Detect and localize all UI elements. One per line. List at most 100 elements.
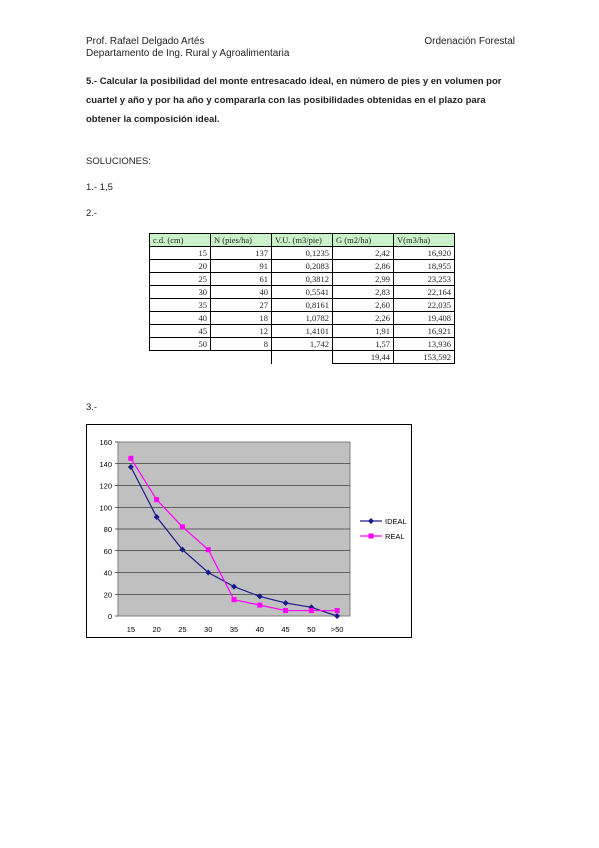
data-point <box>283 608 289 614</box>
data-point <box>308 608 314 614</box>
y-tick-label: 20 <box>104 590 112 599</box>
data-point <box>334 608 340 614</box>
y-tick-label: 80 <box>104 525 112 534</box>
diameter-distribution-chart: 0 20 40 60 80 100 120 140 160 15 20 25 30 35 40 45 50 >50… <box>86 424 412 638</box>
table-cell: 0,1235 <box>271 246 333 260</box>
total-v: 153,592 <box>393 350 455 364</box>
y-tick-label: 140 <box>99 460 112 469</box>
table-row: 30 40 0,5541 2,83 22,164 <box>149 285 455 299</box>
table-cell: 1,57 <box>332 337 394 351</box>
legend-marker <box>368 518 374 524</box>
table-row: 35 27 0,8161 2,60 22,035 <box>149 298 455 312</box>
data-point <box>179 546 186 553</box>
legend-marker <box>368 533 374 539</box>
table-cell: 40 <box>149 311 211 325</box>
data-point <box>128 455 134 461</box>
table-cell: 22,035 <box>393 298 455 312</box>
x-tick-label: >50 <box>331 625 344 634</box>
x-tick-label: 15 <box>127 625 135 634</box>
table-cell: 0,2083 <box>271 259 333 273</box>
data-point <box>205 547 211 553</box>
col-header: V.U. (m3/pie) <box>271 233 333 247</box>
table-cell: 45 <box>149 324 211 338</box>
table-cell: 1,742 <box>271 337 333 351</box>
table-cell: 91 <box>210 259 272 273</box>
y-tick-label: 60 <box>104 547 112 556</box>
x-tick-label: 30 <box>204 625 212 634</box>
y-tick-label: 120 <box>99 482 112 491</box>
table-cell: 0,5541 <box>271 285 333 299</box>
table-cell: 25 <box>149 272 211 286</box>
col-header: G (m2/ha) <box>332 233 394 247</box>
question-text: 5.- Calcular la posibilidad del monte en… <box>86 76 502 125</box>
table-cell: 35 <box>149 298 211 312</box>
x-tick-label: 50 <box>307 625 315 634</box>
data-point <box>282 599 289 606</box>
y-tick-label: 160 <box>99 438 112 447</box>
data-point <box>205 569 212 576</box>
x-tick-label: 35 <box>230 625 238 634</box>
table-cell: 27 <box>210 298 272 312</box>
table-row: 40 18 1,0782 2,26 19,408 <box>149 311 455 325</box>
table-row: 20 91 0,2083 2,86 18,955 <box>149 259 455 273</box>
data-point <box>257 602 263 608</box>
y-tick-label: 40 <box>104 569 112 578</box>
author-name: Prof. Rafael Delgado Artés <box>86 36 205 47</box>
table-cell: 18,955 <box>393 259 455 273</box>
totals-row: 19,44 153,592 <box>150 350 455 364</box>
data-point <box>153 514 160 521</box>
page-header-left: Prof. Rafael Delgado Artés Departamento … <box>86 36 289 60</box>
col-header: c.d. (cm) <box>149 233 211 247</box>
table-cell: 1,4101 <box>271 324 333 338</box>
table-cell: 15 <box>149 246 211 260</box>
y-tick-label: 100 <box>99 503 112 512</box>
data-point <box>231 583 237 590</box>
table-cell: 2,60 <box>332 298 394 312</box>
answer-2-label: 2.- <box>86 208 98 219</box>
table-cell: 137 <box>210 246 272 260</box>
table-cell: 2,99 <box>332 272 394 286</box>
table-cell: 18 <box>210 311 272 325</box>
data-point <box>256 593 263 600</box>
x-tick-label: 25 <box>178 625 186 634</box>
table-cell: 22,164 <box>393 285 455 299</box>
col-header: V(m3/ha) <box>393 233 455 247</box>
table-cell: 0,3812 <box>271 272 333 286</box>
x-tick-label: 40 <box>256 625 264 634</box>
table-row: 45 12 1,4101 1,91 16,921 <box>149 324 455 338</box>
table-cell: 16,920 <box>393 246 455 260</box>
col-header: N (pies/ha) <box>210 233 272 247</box>
table-cell: 1,91 <box>332 324 394 338</box>
data-point <box>231 597 237 603</box>
table-cell: 13,936 <box>393 337 455 351</box>
table-row: 50 8 1,742 1,57 13,936 <box>149 337 455 351</box>
table-cell: 61 <box>210 272 272 286</box>
total-g: 19,44 <box>332 350 394 364</box>
data-point <box>154 497 160 503</box>
table-cell: 2,26 <box>332 311 394 325</box>
x-tick-label: 20 <box>152 625 160 634</box>
table-cell: 23,253 <box>393 272 455 286</box>
table-cell: 12 <box>210 324 272 338</box>
table-cell: 50 <box>149 337 211 351</box>
table-cell: 40 <box>210 285 272 299</box>
table-cell: 20 <box>149 259 211 273</box>
x-tick-label: 45 <box>281 625 289 634</box>
table-cell: 2,86 <box>332 259 394 273</box>
empty-cell <box>150 351 211 364</box>
table-cell: 16,921 <box>393 324 455 338</box>
table-cell: 30 <box>149 285 211 299</box>
table-cell: 0,8161 <box>271 298 333 312</box>
table-cell: 2,42 <box>332 246 394 260</box>
answer-3-label: 3.- <box>86 402 98 413</box>
data-point <box>127 464 134 471</box>
empty-cell <box>210 350 272 364</box>
y-tick-label: 0 <box>108 612 112 621</box>
legend-label: REAL <box>385 532 405 541</box>
data-point <box>179 524 185 530</box>
answer-1: 1.- 1,5 <box>86 182 113 193</box>
department-name: Departamento de Ing. Rural y Agroaliment… <box>86 48 290 59</box>
table-cell: 8 <box>210 337 272 351</box>
data-table: c.d. (cm) N (pies/ha) V.U. (m3/pie) G (m… <box>149 233 455 364</box>
table-cell: 1,0782 <box>271 311 333 325</box>
